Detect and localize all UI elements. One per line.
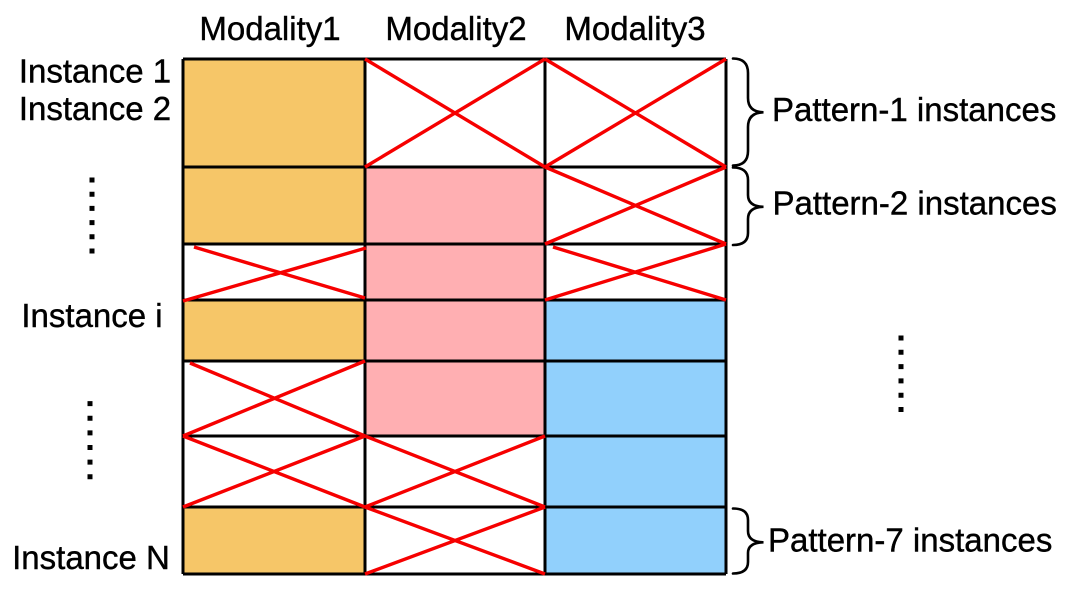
svg-text:Instance 1: Instance 1 xyxy=(19,53,171,90)
svg-text:Pattern-2 instances: Pattern-2 instances xyxy=(773,185,1057,222)
svg-text:Instance 2: Instance 2 xyxy=(19,90,171,127)
svg-text:Modality2: Modality2 xyxy=(385,10,526,47)
svg-text:Instance N: Instance N xyxy=(12,539,170,576)
svg-text:Modality3: Modality3 xyxy=(564,10,705,47)
svg-text:Modality1: Modality1 xyxy=(199,10,340,47)
svg-text:Pattern-1 instances: Pattern-1 instances xyxy=(772,91,1056,128)
svg-text:Pattern-7 instances: Pattern-7 instances xyxy=(768,522,1052,559)
svg-text:Instance i: Instance i xyxy=(21,297,162,334)
